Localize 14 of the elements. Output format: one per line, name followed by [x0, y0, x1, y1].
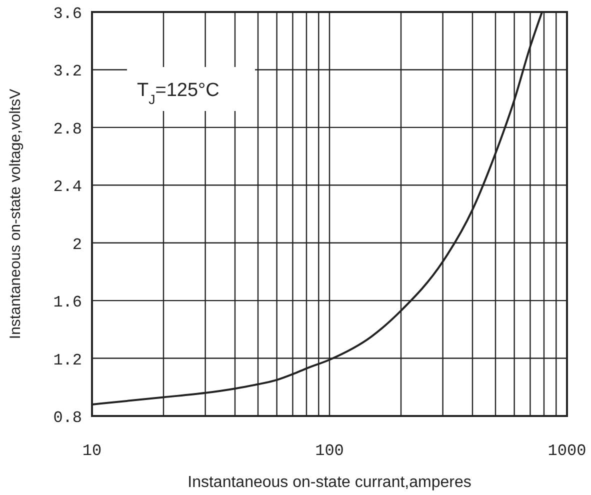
y-tick-label: 0.8: [53, 409, 82, 427]
y-tick-label: 2.4: [53, 178, 82, 196]
y-axis-title: Instantaneous on-state voltage,voltsV: [7, 88, 24, 340]
y-tick-label: 2.8: [53, 120, 82, 138]
annotation: T$_{J}$=125°C: [137, 80, 220, 106]
x-tick-label: 1000: [548, 442, 586, 460]
y-tick-label: 3.6: [53, 5, 82, 23]
y-tick-label: 3.2: [53, 62, 82, 81]
x-axis-title: Instantaneous on-state currant,amperes: [188, 474, 472, 491]
y-tick-label: 1.2: [53, 351, 82, 370]
y-tick-label: 1.6: [53, 294, 82, 312]
x-tick-label: 100: [315, 442, 344, 460]
y-tick-label: 2: [72, 236, 82, 254]
x-tick-label: 10: [82, 442, 102, 460]
